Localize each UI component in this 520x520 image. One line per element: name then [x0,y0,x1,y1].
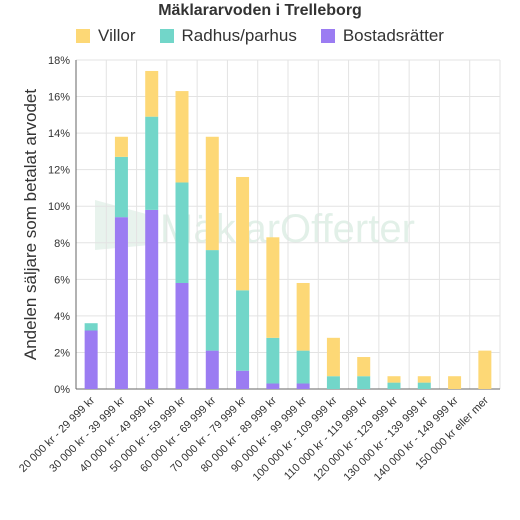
bar-villor [114,136,128,157]
watermark-text: MäklarOfferter [160,207,415,251]
bar-radhus-parhus [205,250,219,351]
bar-bostadsr-tter [205,350,219,389]
y-tick-label: 10% [48,201,70,213]
bar-villor [326,337,340,377]
chart-title: Mäklararvoden i Trelleborg [158,2,362,19]
legend-label: Radhus/parhus [181,26,297,45]
y-axis-title: Andelen säljare som betalat arvodet [21,89,40,360]
bar-radhus-parhus [175,182,189,283]
legend-item-bostadsr-tter[interactable]: Bostadsrätter [320,26,444,46]
bar-bostadsr-tter [236,370,250,389]
bar-villor [448,376,462,389]
legend-item-villor[interactable]: Villor [76,26,136,46]
y-tick-label: 14% [48,128,70,140]
bar-bostadsr-tter [175,282,189,389]
legend-swatch [76,29,91,43]
bar-radhus-parhus [387,382,401,389]
bar-villor [205,136,219,251]
bar-radhus-parhus [236,290,250,371]
y-tick-label: 18% [48,55,70,67]
bar-villor [357,357,371,377]
legend-label: Bostadsrätter [342,26,444,45]
bar-villor [175,91,189,183]
watermark: MäklarOfferter [95,200,415,251]
bar-villor [296,282,310,351]
bar-radhus-parhus [114,156,128,218]
bar-radhus-parhus [266,337,280,384]
bar-bostadsr-tter [84,330,98,389]
bar-radhus-parhus [357,376,371,389]
y-tick-label: 0% [54,384,70,396]
y-tick-label: 6% [54,274,70,286]
y-tick-label: 8% [54,238,70,250]
bar-bostadsr-tter [296,383,310,389]
bar-bostadsr-tter [114,217,128,389]
bar-villor [266,237,280,338]
legend-swatch [159,29,174,43]
legend-item-radhus-parhus[interactable]: Radhus/parhus [159,26,297,46]
bar-villor [478,350,492,389]
y-tick-label: 16% [48,92,70,104]
bar-radhus-parhus [417,382,431,389]
bar-villor [145,70,159,117]
bar-radhus-parhus [296,350,310,384]
legend-label: Villor [98,26,136,45]
y-tick-label: 2% [54,347,70,359]
bar-bostadsr-tter [145,209,159,389]
bar-villor [387,376,401,383]
bar-villor [236,176,250,291]
y-tick-label: 4% [54,311,70,323]
bar-radhus-parhus [84,323,98,331]
legend: Villor Radhus/parhus Bostadsrätter [0,26,520,46]
legend-swatch [320,29,335,43]
bar-bostadsr-tter [266,383,280,389]
bar-radhus-parhus [145,116,159,210]
bar-radhus-parhus [326,376,340,389]
bar-villor [417,376,431,383]
y-tick-label: 12% [48,165,70,177]
